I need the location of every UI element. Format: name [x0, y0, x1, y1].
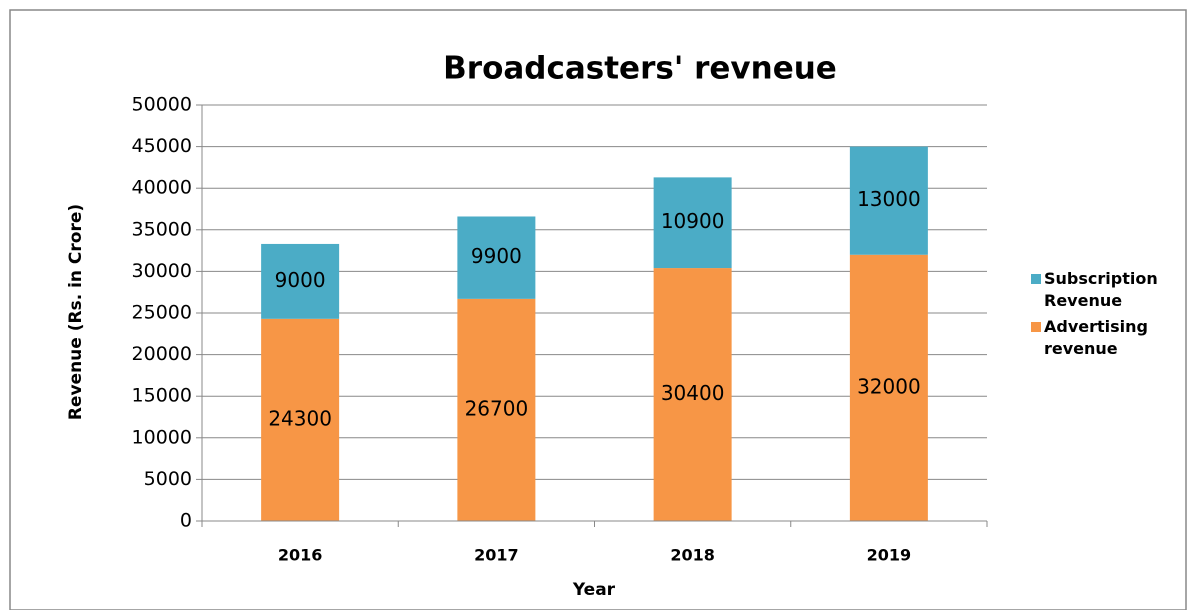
y-tick-label: 30000	[132, 260, 192, 282]
legend-entry: Advertising revenue	[1031, 316, 1181, 360]
x-tick-label: 2019	[867, 546, 912, 565]
data-label: 26700	[465, 396, 529, 420]
data-label: 30400	[661, 381, 725, 405]
x-tick-label: 2017	[474, 546, 519, 565]
bar-segment	[457, 216, 536, 299]
y-tick-label: 15000	[132, 385, 192, 407]
legend-entry: Subscription Revenue	[1031, 268, 1181, 312]
bar-segment	[457, 298, 536, 521]
y-tick-label: 35000	[132, 218, 192, 240]
legend-swatch	[1031, 274, 1041, 284]
x-axis-title: Year	[572, 580, 616, 600]
legend: Subscription Revenue Advertising revenue	[1031, 268, 1181, 364]
legend-label: Subscription Revenue	[1044, 269, 1158, 310]
legend-label: Advertising revenue	[1044, 317, 1148, 358]
x-tick-label: 2018	[670, 546, 715, 565]
y-tick-label: 45000	[132, 135, 192, 157]
y-axis-title: Revenue (Rs. in Crore)	[66, 204, 86, 420]
y-tick-label: 25000	[132, 302, 192, 324]
bar-segment	[849, 254, 928, 521]
data-label: 24300	[268, 406, 332, 430]
bar-segment	[849, 146, 928, 255]
data-label: 10900	[661, 209, 725, 233]
y-tick-label: 10000	[132, 426, 192, 448]
data-label: 32000	[857, 374, 921, 398]
y-tick-label: 20000	[132, 343, 192, 365]
bar-segment	[653, 177, 732, 269]
bar-segment	[653, 268, 732, 521]
bar-segment	[261, 318, 340, 521]
bar-segment	[261, 243, 340, 319]
y-tick-label: 40000	[132, 177, 192, 199]
legend-swatch	[1031, 322, 1041, 332]
data-label: 9000	[275, 268, 326, 292]
x-tick-label: 2016	[278, 546, 323, 565]
chart-frame	[9, 9, 1187, 610]
data-label: 13000	[857, 187, 921, 211]
chart-title: Broadcasters' revneue	[443, 51, 837, 87]
y-tick-label: 50000	[132, 94, 192, 116]
y-tick-label: 0	[180, 510, 192, 532]
data-label: 9900	[471, 244, 522, 268]
y-tick-label: 5000	[144, 468, 192, 490]
